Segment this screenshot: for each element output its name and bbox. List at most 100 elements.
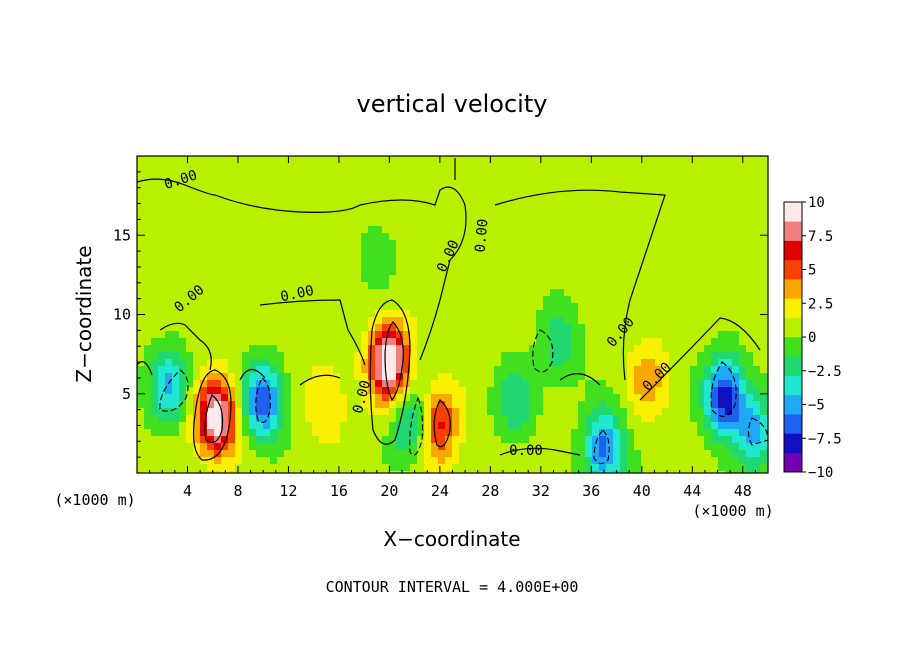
field-cell bbox=[424, 401, 432, 409]
field-cell bbox=[452, 198, 460, 206]
field-cell bbox=[760, 310, 768, 318]
field-cell bbox=[592, 387, 600, 395]
field-cell bbox=[431, 422, 439, 430]
field-cell bbox=[494, 429, 502, 437]
field-cell bbox=[620, 233, 628, 241]
field-cell bbox=[389, 212, 397, 220]
field-cell bbox=[564, 471, 572, 473]
field-cell bbox=[179, 380, 187, 388]
field-cell bbox=[228, 366, 236, 374]
field-cell bbox=[725, 422, 733, 430]
field-cell bbox=[725, 380, 733, 388]
field-cell bbox=[641, 324, 649, 332]
field-cell bbox=[620, 415, 628, 423]
field-cell bbox=[438, 247, 446, 255]
field-cell bbox=[361, 401, 369, 409]
field-cell bbox=[200, 184, 208, 192]
field-cell bbox=[193, 296, 201, 304]
field-cell bbox=[480, 436, 488, 444]
field-cell bbox=[438, 170, 446, 178]
field-cell bbox=[431, 163, 439, 171]
field-cell bbox=[312, 317, 320, 325]
field-cell bbox=[354, 443, 362, 451]
field-cell bbox=[690, 184, 698, 192]
field-cell bbox=[466, 345, 474, 353]
field-cell bbox=[340, 219, 348, 227]
field-cell bbox=[550, 212, 558, 220]
field-cell bbox=[543, 310, 551, 318]
field-cell bbox=[410, 394, 418, 402]
field-cell bbox=[557, 254, 565, 262]
contour-pos-right bbox=[433, 399, 451, 448]
field-cell bbox=[641, 443, 649, 451]
field-cell bbox=[648, 408, 656, 416]
field-cell bbox=[487, 401, 495, 409]
field-cell bbox=[137, 345, 145, 353]
field-cell bbox=[536, 212, 544, 220]
field-cell bbox=[753, 184, 761, 192]
field-cell bbox=[186, 401, 194, 409]
field-cell bbox=[760, 457, 768, 465]
field-cell bbox=[718, 247, 726, 255]
field-cell bbox=[711, 198, 719, 206]
field-cell bbox=[683, 261, 691, 269]
field-cell bbox=[347, 317, 355, 325]
field-cell bbox=[214, 310, 222, 318]
field-cell bbox=[144, 282, 152, 290]
field-cell bbox=[242, 352, 250, 360]
field-cell bbox=[298, 317, 306, 325]
field-cell bbox=[718, 450, 726, 458]
field-cell bbox=[340, 177, 348, 185]
field-cell bbox=[235, 212, 243, 220]
field-cell bbox=[193, 170, 201, 178]
field-cell bbox=[599, 282, 607, 290]
field-cell bbox=[305, 191, 313, 199]
field-cell bbox=[298, 247, 306, 255]
field-cell bbox=[403, 177, 411, 185]
field-cell bbox=[249, 240, 257, 248]
field-cell bbox=[354, 212, 362, 220]
field-cell bbox=[165, 170, 173, 178]
field-cell bbox=[151, 429, 159, 437]
field-cell bbox=[389, 205, 397, 213]
field-cell bbox=[508, 352, 516, 360]
field-cell bbox=[760, 282, 768, 290]
field-cell bbox=[312, 408, 320, 416]
field-cell bbox=[543, 177, 551, 185]
field-cell bbox=[284, 457, 292, 465]
colorbar-tick-label: 5 bbox=[808, 263, 816, 279]
field-cell bbox=[459, 233, 467, 241]
field-cell bbox=[214, 324, 222, 332]
field-cell bbox=[382, 310, 390, 318]
field-cell bbox=[746, 261, 754, 269]
field-cell bbox=[627, 331, 635, 339]
field-cell bbox=[326, 443, 334, 451]
field-cell bbox=[347, 394, 355, 402]
field-cell bbox=[571, 366, 579, 374]
field-cell bbox=[746, 170, 754, 178]
field-cell bbox=[669, 345, 677, 353]
field-cell bbox=[179, 303, 187, 311]
field-cell bbox=[592, 219, 600, 227]
field-cell bbox=[501, 317, 509, 325]
field-cell bbox=[410, 219, 418, 227]
field-cell bbox=[557, 422, 565, 430]
field-cell bbox=[571, 163, 579, 171]
field-cell bbox=[312, 338, 320, 346]
field-cell bbox=[732, 156, 740, 164]
field-cell bbox=[494, 359, 502, 367]
field-cell bbox=[417, 310, 425, 318]
field-cell bbox=[564, 443, 572, 451]
field-cell bbox=[417, 191, 425, 199]
field-cell bbox=[382, 205, 390, 213]
field-cell bbox=[529, 450, 537, 458]
field-cell bbox=[242, 331, 250, 339]
field-cell bbox=[501, 163, 509, 171]
field-cell bbox=[662, 163, 670, 171]
field-cell bbox=[326, 275, 334, 283]
field-cell bbox=[179, 289, 187, 297]
field-cell bbox=[676, 345, 684, 353]
field-cell bbox=[760, 184, 768, 192]
field-cell bbox=[396, 324, 404, 332]
field-cell bbox=[627, 184, 635, 192]
